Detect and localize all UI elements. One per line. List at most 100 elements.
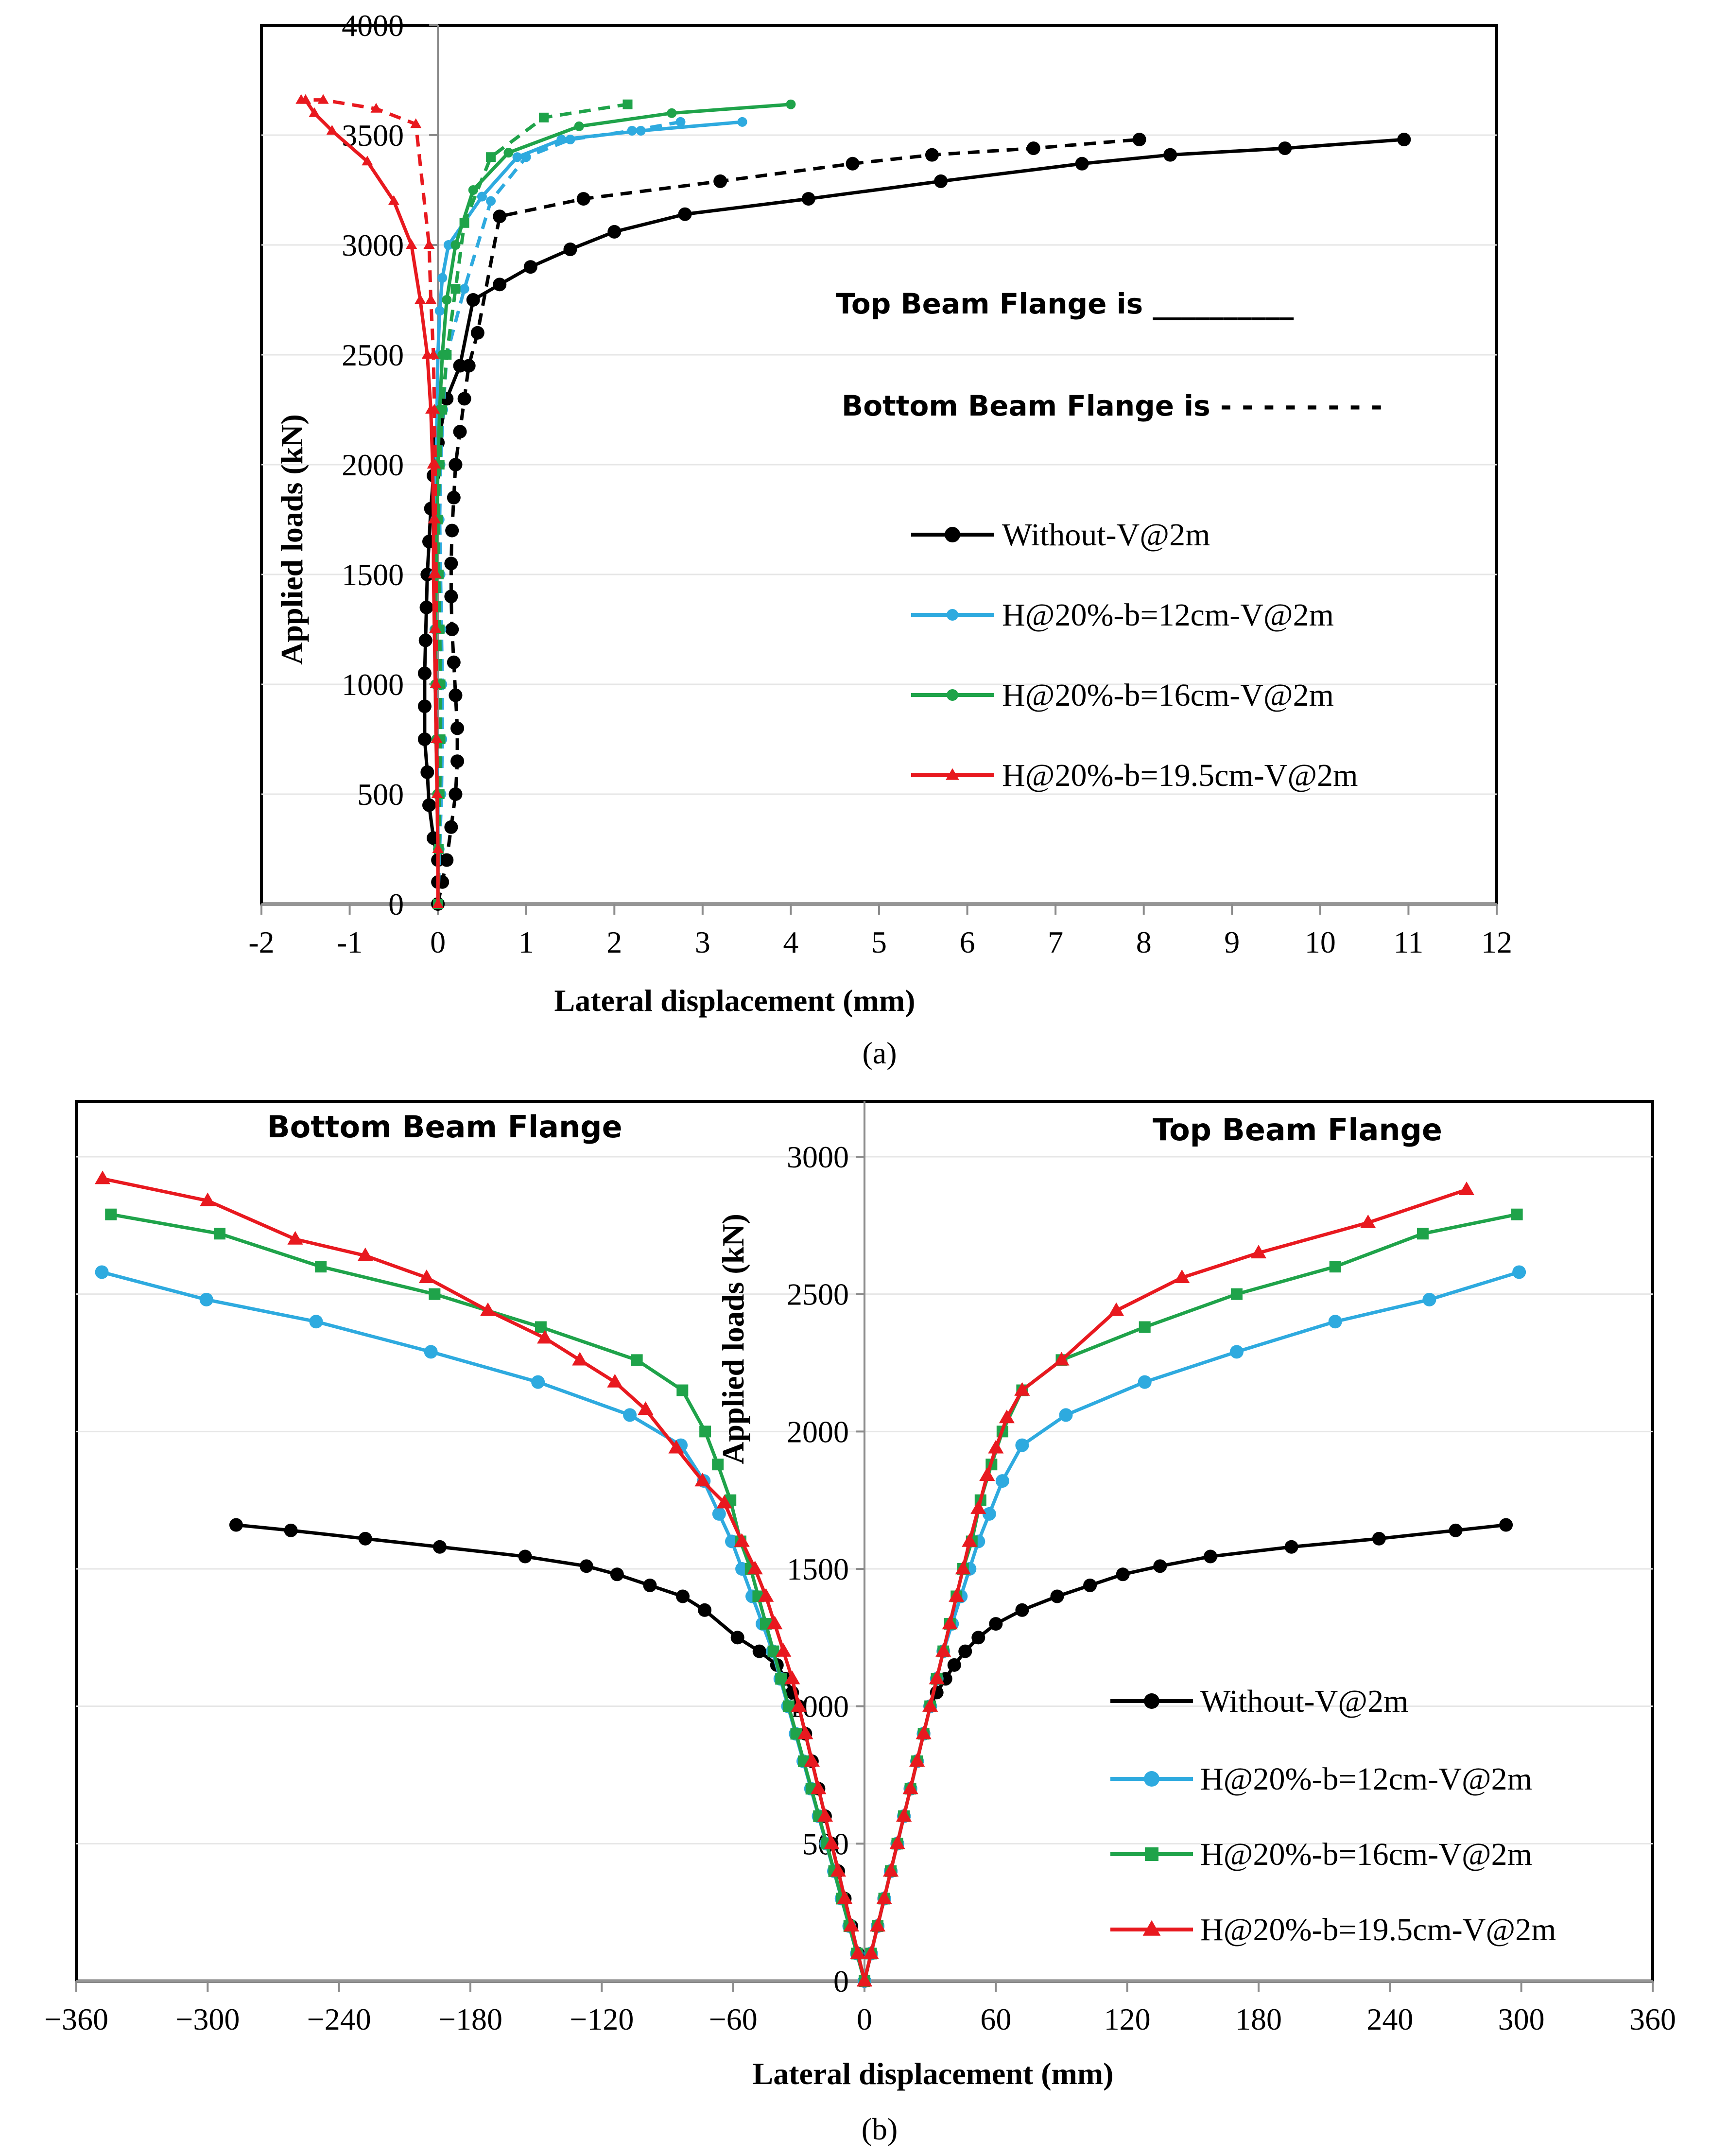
data-point: [442, 295, 452, 305]
data-point: [431, 733, 443, 743]
data-point: [563, 243, 577, 257]
data-point: [925, 148, 939, 162]
data-point: [627, 125, 637, 136]
data-point: [429, 404, 440, 414]
panel-b-ytick-label: 1500: [787, 1552, 849, 1586]
data-point: [989, 1617, 1003, 1631]
data-point: [776, 1643, 792, 1657]
panel-a-xtick-label: 11: [1394, 925, 1424, 959]
data-point: [444, 556, 458, 571]
data-point: [694, 1473, 710, 1487]
data-point: [486, 196, 496, 206]
data-point: [1458, 1182, 1475, 1196]
data-point: [430, 459, 441, 469]
data-point: [1015, 1603, 1029, 1617]
data-point: [737, 117, 747, 127]
data-point: [420, 765, 434, 779]
data-point: [916, 1725, 932, 1739]
data-point: [415, 294, 426, 304]
data-point: [417, 666, 432, 680]
data-point: [1139, 1321, 1151, 1333]
panel-a-xtick-label: 5: [871, 925, 887, 959]
data-point: [712, 1459, 724, 1471]
data-point: [1512, 1265, 1526, 1279]
data-point: [572, 1352, 588, 1366]
legend-marker: [947, 609, 958, 621]
data-point: [999, 1409, 1015, 1424]
data-point: [1372, 1531, 1386, 1546]
legend-label: H@20%-b=19.5cm-V@2m: [1002, 758, 1358, 793]
legend-label: H@20%-b=12cm-V@2m: [1200, 1761, 1532, 1797]
data-point: [449, 688, 463, 702]
legend-label: H@20%-b=12cm-V@2m: [1002, 597, 1334, 633]
data-point: [824, 1835, 840, 1849]
panel-b-xtick-label: −60: [709, 2002, 758, 2036]
data-point: [437, 405, 448, 415]
data-point: [1360, 1214, 1376, 1228]
data-point: [791, 1698, 807, 1712]
data-point: [1108, 1302, 1124, 1316]
data-point: [971, 1631, 985, 1645]
data-point: [1329, 1261, 1341, 1273]
data-point: [1422, 1292, 1436, 1306]
data-point: [521, 152, 531, 162]
data-point: [424, 1345, 438, 1359]
legend-marker: [945, 527, 960, 542]
data-point: [850, 1945, 866, 1959]
data-point: [95, 1265, 109, 1279]
legend-marker: [1142, 1920, 1161, 1936]
data-point: [1284, 1540, 1298, 1554]
data-point: [315, 1261, 327, 1273]
data-point: [1163, 148, 1177, 162]
legend-label: H@20%-b=16cm-V@2m: [1200, 1837, 1532, 1872]
panel-a-series: [295, 94, 1411, 911]
panel-a-ytick-label: 4000: [342, 8, 404, 43]
data-point: [962, 1533, 978, 1547]
data-point: [105, 1208, 117, 1220]
data-point: [610, 1567, 624, 1582]
data-point: [518, 1549, 532, 1564]
data-point: [388, 195, 399, 205]
data-point: [1250, 1245, 1267, 1259]
data-point: [716, 1495, 732, 1509]
panel-a-xtick-label: 4: [783, 925, 798, 959]
data-point: [468, 185, 478, 195]
data-point: [1116, 1567, 1130, 1582]
data-point: [423, 239, 435, 249]
panel-a-xtick-label: 9: [1224, 925, 1240, 959]
panel-b-title-right: Top Beam Flange: [1153, 1112, 1442, 1148]
panel-b-xtick-label: 0: [857, 2002, 872, 2036]
data-point: [643, 1578, 657, 1592]
data-point: [786, 99, 796, 109]
data-point: [309, 107, 320, 117]
data-point: [775, 1673, 787, 1685]
panel-b-xtick-label: 180: [1235, 2002, 1282, 2036]
panel-a-xlabel: Lateral displacement (mm): [554, 983, 916, 1018]
panel-b-ylabel: Applied loads (kN): [716, 1214, 750, 1464]
panel-b-ytick-label: 2500: [787, 1277, 849, 1312]
series-line: [301, 98, 440, 904]
data-point: [417, 699, 432, 713]
panel-a-xtick-label: 6: [960, 925, 975, 959]
data-point: [631, 1354, 643, 1366]
data-point: [896, 1808, 912, 1822]
data-point: [444, 590, 458, 604]
data-point: [431, 624, 442, 633]
data-point: [922, 1698, 938, 1712]
data-point: [200, 1192, 216, 1206]
data-point: [667, 108, 677, 118]
data-point: [929, 1670, 945, 1685]
data-point: [607, 1374, 623, 1388]
data-point: [1075, 156, 1089, 171]
data-point: [370, 103, 382, 113]
data-point: [747, 1561, 763, 1575]
data-point: [955, 1561, 971, 1575]
panel-a-ylabel: Applied loads (kN): [275, 414, 309, 665]
panel-b-legend: Without-V@2m H@20%-b=12cm-V@2m H@20%-b=16c…: [1110, 1684, 1556, 1947]
data-point: [863, 1945, 879, 1959]
data-point: [1050, 1589, 1064, 1603]
data-point: [531, 1375, 545, 1389]
data-point: [1054, 1352, 1070, 1366]
data-point: [843, 1918, 860, 1932]
data-point: [734, 1533, 750, 1547]
